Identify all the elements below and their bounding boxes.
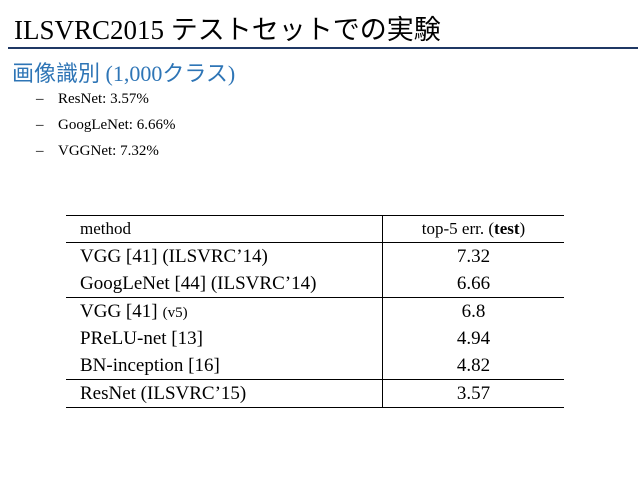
method-cell: GoogLeNet [44] (ILSVRC’14) — [66, 270, 383, 298]
header-row: method top-5 err. (test) — [66, 215, 564, 243]
error-cell: 4.82 — [382, 352, 564, 380]
table-row: ResNet (ILSVRC’15) 3.57 — [66, 379, 564, 408]
row-group: VGG [41] (ILSVRC’14) 7.32 GoogLeNet [44] (… — [66, 242, 564, 298]
bullet-dash: – — [36, 117, 44, 133]
table-header: method top-5 err. (test) — [66, 215, 564, 243]
header-text: ) — [519, 219, 526, 238]
method-name: VGG [41] (ILSVRC’14) — [80, 245, 268, 267]
bullet-text: GoogLeNet: 6.66% — [58, 117, 176, 133]
header-text: test — [494, 219, 520, 238]
method-name: ResNet (ILSVRC’15) — [80, 382, 247, 404]
bullet: – ResNet: 3.57% — [36, 91, 149, 108]
method-cell: VGG [41] (ILSVRC’14) — [66, 243, 383, 271]
method-name: BN-inception [16] — [80, 354, 220, 376]
header-cell: method — [66, 215, 383, 243]
table-row: GoogLeNet [44] (ILSVRC’14) 6.66 — [66, 270, 564, 298]
header-cell: top-5 err. (test) — [382, 215, 564, 243]
method-name: GoogLeNet [44] (ILSVRC’14) — [80, 272, 317, 294]
error-cell: 6.66 — [382, 270, 564, 298]
method-cell: VGG [41] (v5) — [66, 298, 383, 326]
bullet-dash: – — [36, 91, 44, 107]
bullet: – VGGNet: 7.32% — [36, 143, 159, 160]
bullet-dash: – — [36, 143, 44, 159]
bullet-text: VGGNet: 7.32% — [58, 143, 159, 159]
bullet-text: ResNet: 3.57% — [58, 91, 149, 107]
error-cell: 4.94 — [382, 325, 564, 352]
error-cell: 7.32 — [382, 242, 564, 270]
method-name: VGG [41] — [80, 300, 158, 322]
method-cell: ResNet (ILSVRC’15) — [66, 380, 383, 408]
title: ILSVRC2015 テストセットでの実験 — [14, 15, 441, 45]
table-row: VGG [41] (ILSVRC’14) 7.32 — [66, 242, 564, 271]
error-cell: 3.57 — [382, 379, 564, 408]
error-cell: 6.8 — [382, 297, 564, 325]
table-row: PReLU-net [13] 4.94 — [66, 325, 564, 352]
results-table: method top-5 err. (test) VGG [41] (ILSVR… — [66, 215, 564, 408]
row-group: ResNet (ILSVRC’15) 3.57 — [66, 379, 564, 408]
header-text: top-5 err. ( — [421, 219, 495, 238]
method-cell: BN-inception [16] — [66, 352, 383, 380]
method-note: (v5) — [162, 304, 188, 321]
method-cell: PReLU-net [13] — [66, 325, 383, 352]
method-name: PReLU-net [13] — [80, 327, 203, 349]
table-row: BN-inception [16] 4.82 — [66, 352, 564, 380]
bullet: – GoogLeNet: 6.66% — [36, 117, 175, 134]
table-row: VGG [41] (v5) 6.8 — [66, 297, 564, 326]
subtitle: 画像識別 (1,000クラス) — [12, 61, 236, 86]
row-group: VGG [41] (v5) 6.8 PReLU-net [13] 4.94 BN-ince… — [66, 297, 564, 380]
title-rule — [8, 47, 638, 49]
